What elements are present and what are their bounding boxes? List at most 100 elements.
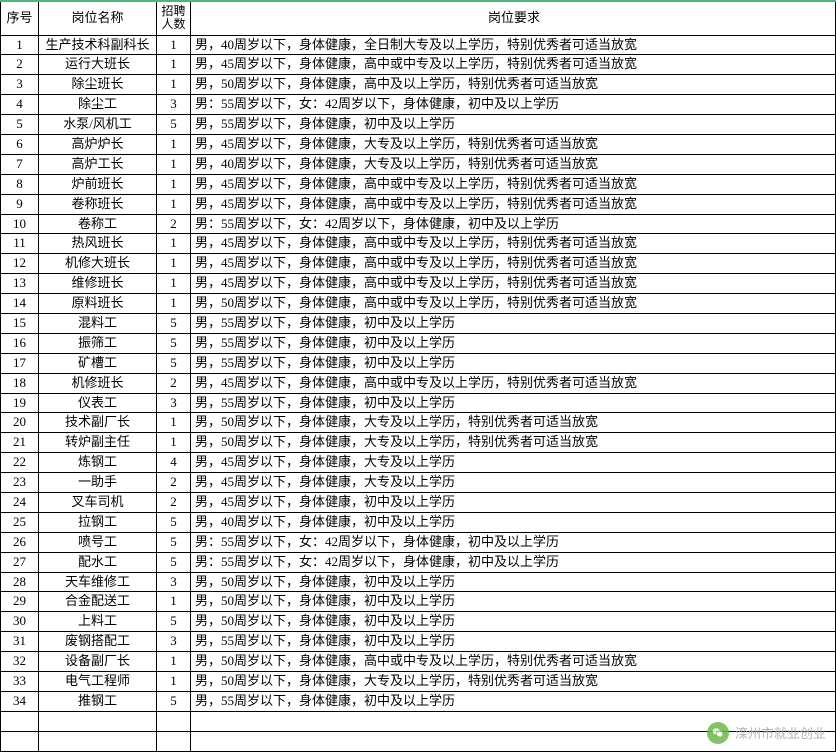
- table-row: 4除尘工3男：55周岁以下，女：42周岁以下，身体健康，初中及以上学历: [1, 95, 836, 115]
- cell-name: 电气工程师: [39, 672, 157, 692]
- cell-name: 原料班长: [39, 294, 157, 314]
- table-row: 6高炉炉长1男，45周岁以下，身体健康，大专及以上学历，特别优秀者可适当放宽: [1, 134, 836, 154]
- cell-count: 2: [157, 492, 191, 512]
- cell-req: 男，45周岁以下，身体健康，大专及以上学历: [191, 473, 836, 493]
- cell-name: 技术副厂长: [39, 413, 157, 433]
- table-row: 20技术副厂长1男，50周岁以下，身体健康，大专及以上学历，特别优秀者可适当放宽: [1, 413, 836, 433]
- cell-seq: 1: [1, 35, 39, 55]
- cell-name: 机修班长: [39, 373, 157, 393]
- cell-name: 除尘工: [39, 95, 157, 115]
- cell-req: 男，55周岁以下，身体健康，初中及以上学历: [191, 353, 836, 373]
- cell-name: 废钢搭配工: [39, 632, 157, 652]
- cell-name: 混料工: [39, 313, 157, 333]
- cell-count: 5: [157, 532, 191, 552]
- table-row: 31废钢搭配工3男，55周岁以下，身体健康，初中及以上学历: [1, 632, 836, 652]
- cell-req: 男，45周岁以下，身体健康，高中或中专及以上学历，特别优秀者可适当放宽: [191, 254, 836, 274]
- cell-count: 1: [157, 174, 191, 194]
- watermark: 滦州市就业创业: [707, 722, 826, 744]
- cell-req: 男，55周岁以下，身体健康，初中及以上学历: [191, 691, 836, 711]
- cell-req: 男，50周岁以下，身体健康，大专及以上学历，特别优秀者可适当放宽: [191, 433, 836, 453]
- cell-name: 热风班长: [39, 234, 157, 254]
- cell-count: 5: [157, 115, 191, 135]
- cell-req: 男，40周岁以下，身体健康，初中及以上学历: [191, 512, 836, 532]
- table-row: 33电气工程师1男，50周岁以下，身体健康，大专及以上学历，特别优秀者可适当放宽: [1, 672, 836, 692]
- cell-req: 男：55周岁以下，女：42周岁以下，身体健康，初中及以上学历: [191, 214, 836, 234]
- cell-count: 1: [157, 55, 191, 75]
- cell-seq: 14: [1, 294, 39, 314]
- cell-count: 5: [157, 552, 191, 572]
- table-row: 19仪表工3男，55周岁以下，身体健康，初中及以上学历: [1, 393, 836, 413]
- cell-seq: 31: [1, 632, 39, 652]
- cell-req: 男，45周岁以下，身体健康，大专及以上学历: [191, 453, 836, 473]
- cell-count: 2: [157, 373, 191, 393]
- table-row: 32设备副厂长1男，50周岁以下，身体健康，高中或中专及以上学历，特别优秀者可适…: [1, 652, 836, 672]
- table-row: 17矿槽工5男，55周岁以下，身体健康，初中及以上学历: [1, 353, 836, 373]
- cell-seq: 9: [1, 194, 39, 214]
- table-row: 22炼钢工4男，45周岁以下，身体健康，大专及以上学历: [1, 453, 836, 473]
- table-row: 12机修大班长1男，45周岁以下，身体健康，高中或中专及以上学历，特别优秀者可适…: [1, 254, 836, 274]
- cell-count: 1: [157, 154, 191, 174]
- table-row: 14原料班长1男，50周岁以下，身体健康，高中或中专及以上学历，特别优秀者可适当…: [1, 294, 836, 314]
- cell-count: 3: [157, 572, 191, 592]
- table-row: 8炉前班长1男，45周岁以下，身体健康，高中或中专及以上学历，特别优秀者可适当放…: [1, 174, 836, 194]
- header-req: 岗位要求: [191, 1, 836, 35]
- cell-req: 男：55周岁以下，女：42周岁以下，身体健康，初中及以上学历: [191, 552, 836, 572]
- table-row: 27配水工5男：55周岁以下，女：42周岁以下，身体健康，初中及以上学历: [1, 552, 836, 572]
- table-row: 16振筛工5男，55周岁以下，身体健康，初中及以上学历: [1, 333, 836, 353]
- cell-count: 5: [157, 313, 191, 333]
- cell-seq: 33: [1, 672, 39, 692]
- cell-name: 拉钢工: [39, 512, 157, 532]
- cell-seq: 8: [1, 174, 39, 194]
- cell-name: 设备副厂长: [39, 652, 157, 672]
- cell-seq: 32: [1, 652, 39, 672]
- cell-req: 男，45周岁以下，身体健康，高中或中专及以上学历，特别优秀者可适当放宽: [191, 194, 836, 214]
- cell-count: 5: [157, 691, 191, 711]
- cell-req: 男，55周岁以下，身体健康，初中及以上学历: [191, 333, 836, 353]
- cell-seq: 30: [1, 612, 39, 632]
- cell-count: 5: [157, 333, 191, 353]
- header-seq: 序号: [1, 1, 39, 35]
- table-row: 28天车维修工3男，50周岁以下，身体健康，初中及以上学历: [1, 572, 836, 592]
- table-row: 15混料工5男，55周岁以下，身体健康，初中及以上学历: [1, 313, 836, 333]
- cell-req: 男，50周岁以下，身体健康，初中及以上学历: [191, 592, 836, 612]
- cell-count: 1: [157, 592, 191, 612]
- table-row: 25拉钢工5男，40周岁以下，身体健康，初中及以上学历: [1, 512, 836, 532]
- cell-seq: 19: [1, 393, 39, 413]
- cell-req: 男，55周岁以下，身体健康，初中及以上学历: [191, 632, 836, 652]
- cell-name: 维修班长: [39, 274, 157, 294]
- cell-seq: 7: [1, 154, 39, 174]
- cell-name: 叉车司机: [39, 492, 157, 512]
- table-row: 11热风班长1男，45周岁以下，身体健康，高中或中专及以上学历，特别优秀者可适当…: [1, 234, 836, 254]
- cell-name: 推钢工: [39, 691, 157, 711]
- cell-name: 除尘班长: [39, 75, 157, 95]
- cell-count: 3: [157, 393, 191, 413]
- table-row: 18机修班长2男，45周岁以下，身体健康，高中或中专及以上学历，特别优秀者可适当…: [1, 373, 836, 393]
- cell-count: 1: [157, 194, 191, 214]
- table-row: 2运行大班长1男，45周岁以下，身体健康，高中或中专及以上学历，特别优秀者可适当…: [1, 55, 836, 75]
- cell-count: 1: [157, 294, 191, 314]
- cell-seq: 2: [1, 55, 39, 75]
- cell-seq: 29: [1, 592, 39, 612]
- table-row: 5水泵/风机工5男，55周岁以下，身体健康，初中及以上学历: [1, 115, 836, 135]
- table-row: 1生产技术科副科长1男，40周岁以下，身体健康，全日制大专及以上学历，特别优秀者…: [1, 35, 836, 55]
- cell-name: 配水工: [39, 552, 157, 572]
- cell-count: 1: [157, 274, 191, 294]
- cell-name: 高炉工长: [39, 154, 157, 174]
- cell-req: 男，50周岁以下，身体健康，初中及以上学历: [191, 612, 836, 632]
- cell-seq: 26: [1, 532, 39, 552]
- cell-seq: 10: [1, 214, 39, 234]
- cell-req: 男，50周岁以下，身体健康，高中及以上学历，特别优秀者可适当放宽: [191, 75, 836, 95]
- cell-seq: 20: [1, 413, 39, 433]
- cell-seq: 5: [1, 115, 39, 135]
- table-row: 26喷号工5男：55周岁以下，女：42周岁以下，身体健康，初中及以上学历: [1, 532, 836, 552]
- table-row: 24叉车司机2男，45周岁以下，身体健康，初中及以上学历: [1, 492, 836, 512]
- cell-seq: 22: [1, 453, 39, 473]
- cell-seq: 15: [1, 313, 39, 333]
- cell-count: 1: [157, 75, 191, 95]
- cell-count: 2: [157, 214, 191, 234]
- cell-name: 振筛工: [39, 333, 157, 353]
- cell-name: 水泵/风机工: [39, 115, 157, 135]
- table-row: 29合金配送工1男，50周岁以下，身体健康，初中及以上学历: [1, 592, 836, 612]
- cell-seq: 4: [1, 95, 39, 115]
- cell-seq: 16: [1, 333, 39, 353]
